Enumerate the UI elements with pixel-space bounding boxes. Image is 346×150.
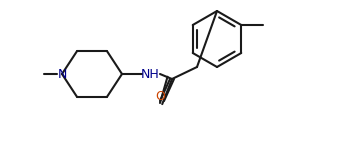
Text: N: N [57, 68, 67, 81]
Text: O: O [155, 90, 165, 104]
Text: NH: NH [140, 68, 160, 81]
